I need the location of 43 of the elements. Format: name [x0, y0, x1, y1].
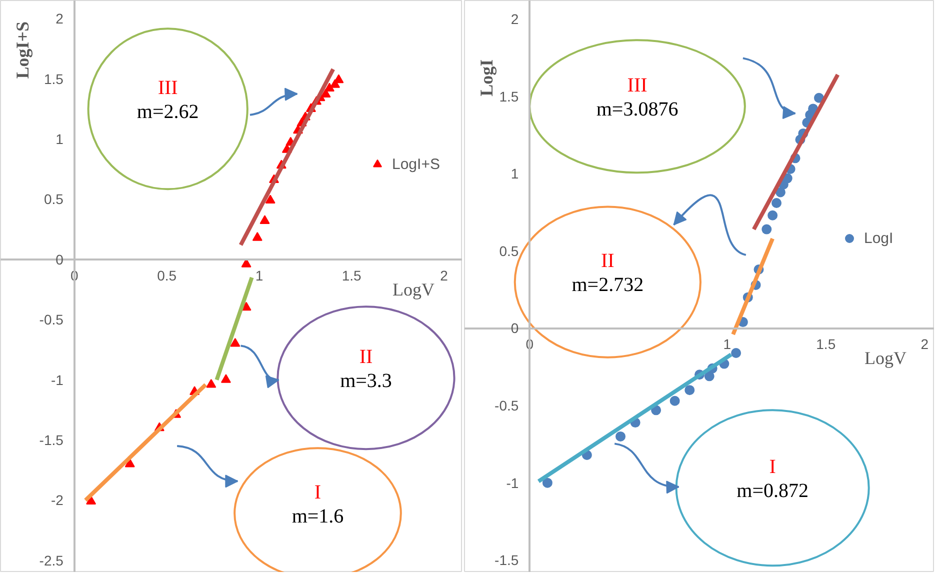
y-tick-label: 1 [510, 166, 519, 182]
annotation: II [359, 346, 373, 368]
x-tick-label: 2 [920, 336, 929, 352]
y-tick-label: 0 [56, 251, 64, 268]
x-axis-title: LogV [864, 348, 906, 368]
y-tick-label: 0 [510, 320, 519, 336]
y-tick-label: -2.5 [39, 552, 64, 568]
x-tick-label: 1 [723, 336, 732, 352]
annotation: I [314, 481, 322, 504]
y-tick-label: -1.5 [494, 552, 519, 568]
annotation: III [158, 76, 178, 99]
y-axis-title: LogI [476, 59, 496, 96]
x-axis-title: LogV [392, 279, 434, 300]
y-tick-label: 1 [56, 130, 64, 147]
legend-label: LogI [864, 230, 894, 246]
y-tick-label: 0.5 [44, 191, 64, 208]
y-tick-label: -1 [50, 372, 64, 388]
y-tick-label: -1.5 [39, 432, 64, 448]
y-tick-label: -1 [506, 474, 519, 491]
x-tick-label: 1 [255, 267, 264, 284]
annotation: m=1.6 [292, 505, 344, 528]
y-tick-label: 2 [56, 10, 64, 27]
y-tick-label: -0.5 [39, 312, 64, 328]
annotation: m=3.3 [340, 370, 392, 392]
x-tick-label: 2 [440, 267, 448, 284]
y-tick-label: 1.5 [499, 88, 519, 104]
x-tick-label: 1.5 [816, 336, 836, 352]
annotation: II [601, 250, 614, 272]
y-axis-title: LogI+S [12, 21, 32, 79]
y-tick-label: -2 [50, 492, 64, 508]
annotation: m=0.872 [736, 480, 808, 502]
annotation: I [769, 456, 776, 478]
y-tick-label: 2 [510, 11, 519, 28]
y-tick-label: 0.5 [499, 242, 519, 259]
y-tick-label: 1.5 [44, 70, 64, 87]
annotation: m=2.732 [572, 274, 644, 296]
annotation: m=3.0876 [596, 98, 678, 120]
x-tick-label: 1.5 [342, 267, 362, 284]
annotation: m=2.62 [136, 100, 199, 123]
x-tick-label: 0.5 [157, 267, 177, 284]
y-tick-label: -0.5 [494, 398, 519, 414]
legend-label: LogI+S [392, 156, 440, 172]
annotation: III [627, 74, 648, 96]
